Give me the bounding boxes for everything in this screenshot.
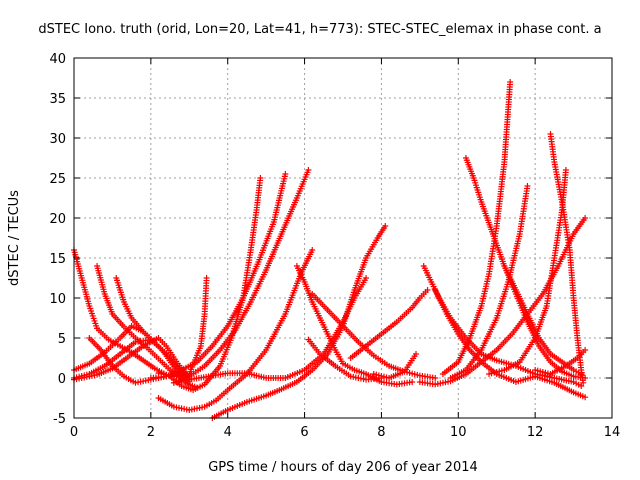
series-1 [71, 247, 170, 378]
data-point [424, 287, 431, 293]
series-12 [170, 167, 312, 386]
y-tick-label: 15 [49, 252, 66, 267]
data-point [562, 167, 569, 173]
series-2 [94, 263, 185, 381]
y-tick-label: 5 [58, 332, 66, 347]
y-tick-label: 35 [49, 92, 66, 107]
x-tick-label: 6 [300, 425, 308, 440]
data-point [582, 394, 589, 401]
x-tick-label: 14 [604, 425, 621, 440]
series-8 [155, 247, 316, 413]
series-15 [293, 263, 416, 388]
grid [74, 58, 612, 418]
x-tick-label: 2 [147, 425, 155, 440]
x-tick-label: 12 [527, 425, 544, 440]
data-point [203, 275, 210, 281]
data-point [432, 375, 439, 381]
x-axis-label: GPS time / hours of day 206 of year 2014 [208, 460, 478, 475]
series-21 [432, 287, 589, 401]
series-19 [370, 351, 420, 381]
data-point [413, 351, 420, 357]
series-29 [532, 347, 589, 377]
series-11 [147, 171, 289, 381]
series-13 [155, 275, 210, 380]
y-tick-label: 0 [58, 372, 66, 387]
y-tick-label: 40 [49, 52, 66, 67]
series-24 [439, 79, 514, 377]
data-point [363, 275, 370, 281]
data-point [524, 183, 531, 189]
plot-frame [73, 57, 613, 419]
x-tick-label: 8 [377, 425, 385, 440]
chart-title: dSTEC Iono. truth (orid, Lon=20, Lat=41,… [38, 22, 601, 37]
data-point [578, 383, 585, 389]
plot-series [71, 79, 589, 421]
series-25 [447, 183, 531, 381]
data-point [382, 223, 389, 229]
data-point [409, 379, 416, 385]
y-axis-label: dSTEC / TECUs [7, 190, 22, 286]
data-point [305, 167, 312, 173]
axis-ticks: 0 2 4 6 8 10 12 14 -5 0 5 10 15 20 25 30 35 40 [49, 52, 620, 440]
series-18 [347, 287, 431, 361]
data-point [257, 175, 264, 181]
data-point [582, 347, 589, 353]
y-tick-label: -5 [53, 412, 66, 427]
x-tick-label: 10 [450, 425, 467, 440]
series-27 [547, 131, 587, 386]
series-16 [305, 336, 385, 383]
x-tick-label: 4 [224, 425, 232, 440]
data-point [507, 79, 514, 85]
y-tick-label: 10 [49, 292, 66, 307]
x-tick-label: 0 [70, 425, 78, 440]
data-point [580, 379, 587, 386]
y-tick-label: 20 [49, 212, 66, 227]
data-point [582, 215, 589, 221]
data-point [309, 247, 316, 253]
series-28 [486, 167, 569, 377]
data-point [282, 171, 289, 177]
y-tick-label: 25 [49, 172, 66, 187]
y-tick-label: 30 [49, 132, 66, 147]
